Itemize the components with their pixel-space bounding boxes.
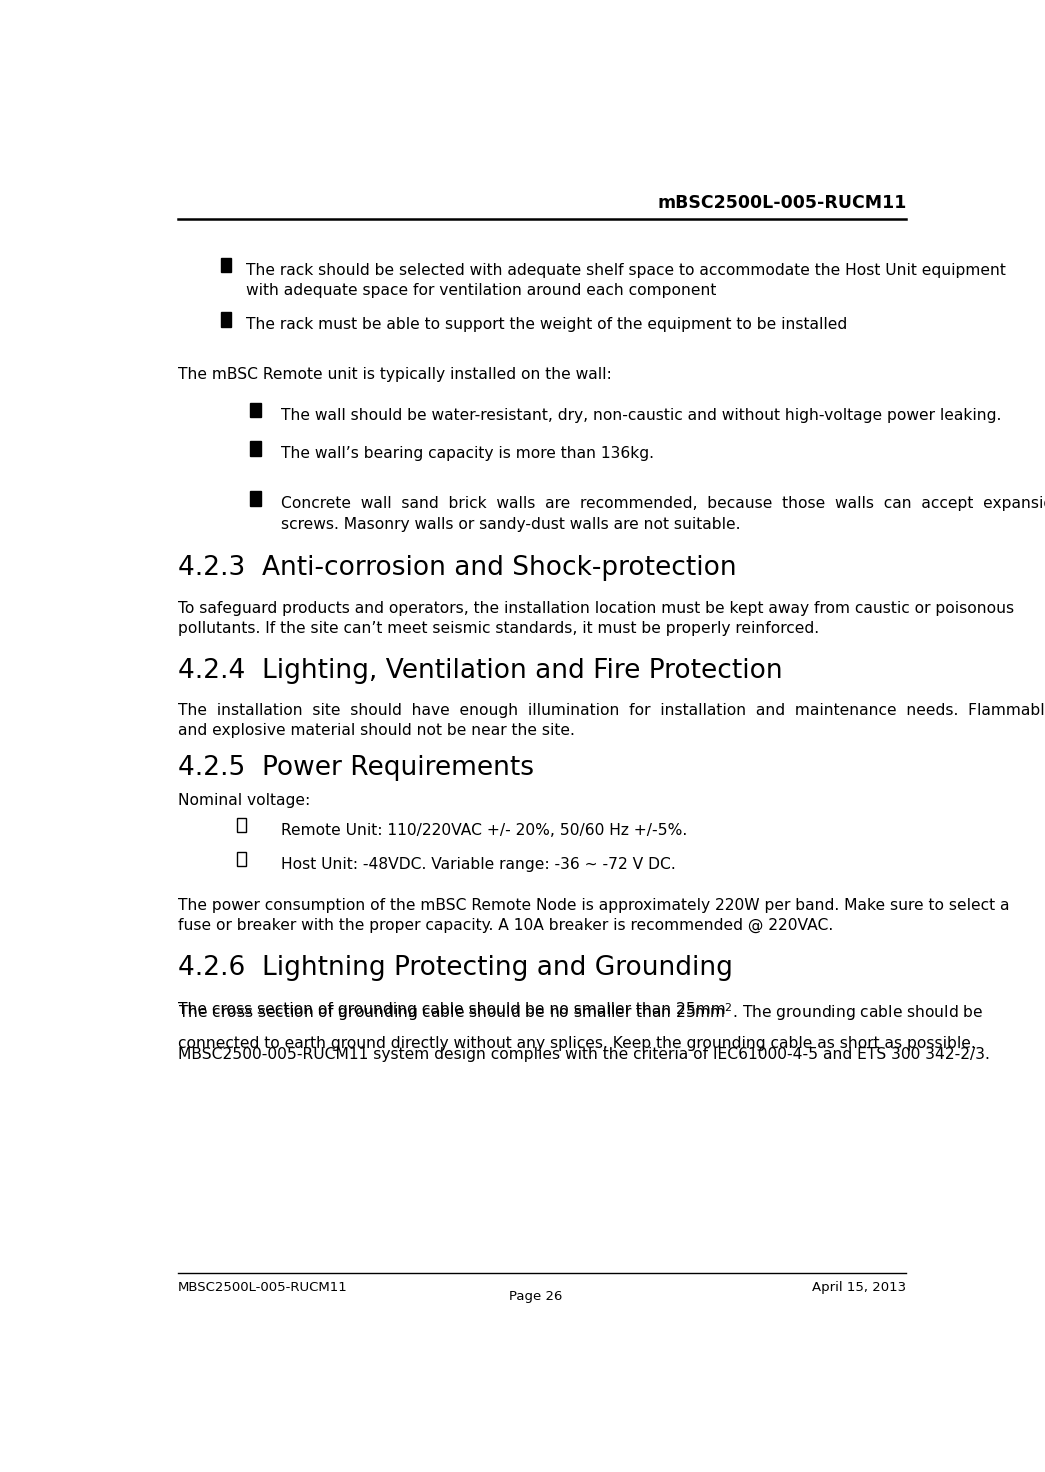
Text: Page 26: Page 26 — [509, 1289, 562, 1303]
FancyBboxPatch shape — [237, 852, 247, 866]
Text: Remote Unit: 110/220VAC +/- 20%, 50/60 Hz +/-5%.: Remote Unit: 110/220VAC +/- 20%, 50/60 H… — [281, 823, 688, 838]
Text: The rack should be selected with adequate shelf space to accommodate the Host Un: The rack should be selected with adequat… — [247, 263, 1006, 299]
Text: Nominal voltage:: Nominal voltage: — [178, 793, 310, 808]
Text: The rack must be able to support the weight of the equipment to be installed: The rack must be able to support the wei… — [247, 316, 847, 333]
Text: The wall should be water-resistant, dry, non-caustic and without high-voltage po: The wall should be water-resistant, dry,… — [281, 408, 1002, 422]
Text: The cross section of grounding cable should be no smaller than 25mm$^{2}$. The g: The cross section of grounding cable sho… — [178, 1002, 983, 1023]
Text: The mBSC Remote unit is typically installed on the wall:: The mBSC Remote unit is typically instal… — [178, 367, 611, 383]
Text: 4.2.6  Lightning Protecting and Grounding: 4.2.6 Lightning Protecting and Grounding — [178, 955, 733, 982]
Text: MBSC2500L-005-RUCM11: MBSC2500L-005-RUCM11 — [178, 1281, 347, 1294]
Text: Host Unit: -48VDC. Variable range: -36 ~ -72 V DC.: Host Unit: -48VDC. Variable range: -36 ~… — [281, 857, 676, 871]
Text: The wall’s bearing capacity is more than 136kg.: The wall’s bearing capacity is more than… — [281, 446, 654, 461]
Text: 4.2.5  Power Requirements: 4.2.5 Power Requirements — [178, 755, 534, 780]
Text: connected to earth ground directly without any splices. Keep the grounding cable: connected to earth ground directly witho… — [178, 1036, 975, 1051]
Text: 4.2.4  Lighting, Ventilation and Fire Protection: 4.2.4 Lighting, Ventilation and Fire Pro… — [178, 658, 783, 684]
FancyBboxPatch shape — [251, 403, 261, 418]
Text: mBSC2500L-005-RUCM11: mBSC2500L-005-RUCM11 — [657, 194, 906, 212]
FancyBboxPatch shape — [251, 492, 261, 506]
Text: The  installation  site  should  have  enough  illumination  for  installation  : The installation site should have enough… — [178, 702, 1045, 737]
Text: To safeguard products and operators, the installation location must be kept away: To safeguard products and operators, the… — [178, 601, 1014, 636]
Text: MBSC2500-005-RUCM11 system design complies with the criteria of IEC61000-4-5 and: MBSC2500-005-RUCM11 system design compli… — [178, 1047, 990, 1063]
FancyBboxPatch shape — [251, 442, 261, 456]
Text: Concrete  wall  sand  brick  walls  are  recommended,  because  those  walls  ca: Concrete wall sand brick walls are recom… — [281, 496, 1045, 531]
FancyBboxPatch shape — [220, 312, 231, 327]
Text: 4.2.3  Anti-corrosion and Shock-protection: 4.2.3 Anti-corrosion and Shock-protectio… — [178, 555, 737, 581]
FancyBboxPatch shape — [220, 258, 231, 272]
FancyBboxPatch shape — [237, 818, 247, 832]
Text: The power consumption of the mBSC Remote Node is approximately 220W per band. Ma: The power consumption of the mBSC Remote… — [178, 898, 1009, 933]
Text: April 15, 2013: April 15, 2013 — [812, 1281, 906, 1294]
Text: The cross section of grounding cable should be no smaller than 25mm: The cross section of grounding cable sho… — [178, 1002, 725, 1017]
